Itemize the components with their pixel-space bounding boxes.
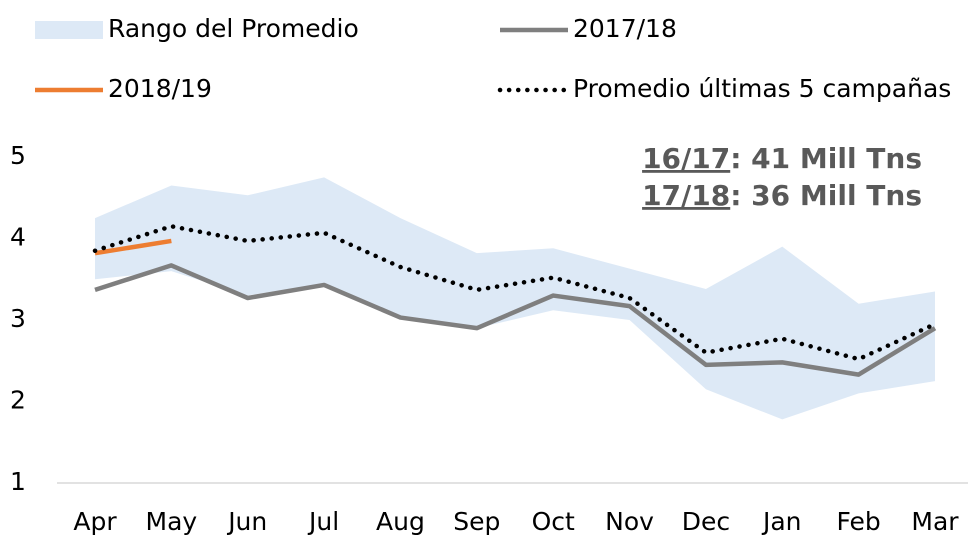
line <box>94 238 172 256</box>
legend-label: 2017/18 <box>573 14 677 43</box>
annotation: 16/17: 41 Mill Tns <box>642 142 922 175</box>
legend-label: Promedio últimas 5 campañas <box>573 74 951 103</box>
y-tick-label: 1 <box>10 467 26 496</box>
x-tick-label: May <box>146 507 198 536</box>
legend-label: Rango del Promedio <box>108 14 359 43</box>
annotation-label: 17/18 <box>642 179 730 212</box>
x-tick-label: Dec <box>682 507 730 536</box>
annotation-label: 16/17 <box>642 142 730 175</box>
x-tick-label: Aug <box>376 507 425 536</box>
dotted-line <box>92 224 938 362</box>
x-tick-label: Jul <box>307 507 339 536</box>
x-tick-label: Feb <box>837 507 881 536</box>
legend-swatch <box>35 21 103 39</box>
x-tick-label: Jan <box>761 507 802 536</box>
x-tick-label: Jun <box>226 507 267 536</box>
annotation-text: : 36 Mill Tns <box>730 179 922 212</box>
x-tick-label: Sep <box>453 507 500 536</box>
annotation: 17/18: 36 Mill Tns <box>642 179 922 212</box>
y-tick-label: 5 <box>10 141 26 170</box>
range-area <box>95 177 935 420</box>
x-tick-label: Apr <box>73 507 117 536</box>
x-tick-label: Oct <box>532 507 575 536</box>
legend-label: 2018/19 <box>108 74 212 103</box>
y-tick-label: 4 <box>10 223 26 252</box>
y-tick-label: 3 <box>10 304 26 333</box>
line <box>94 263 937 377</box>
x-tick-label: Nov <box>605 507 654 536</box>
x-tick-label: Mar <box>911 507 959 536</box>
annotation-text: : 41 Mill Tns <box>730 142 922 175</box>
y-tick-label: 2 <box>10 386 26 415</box>
